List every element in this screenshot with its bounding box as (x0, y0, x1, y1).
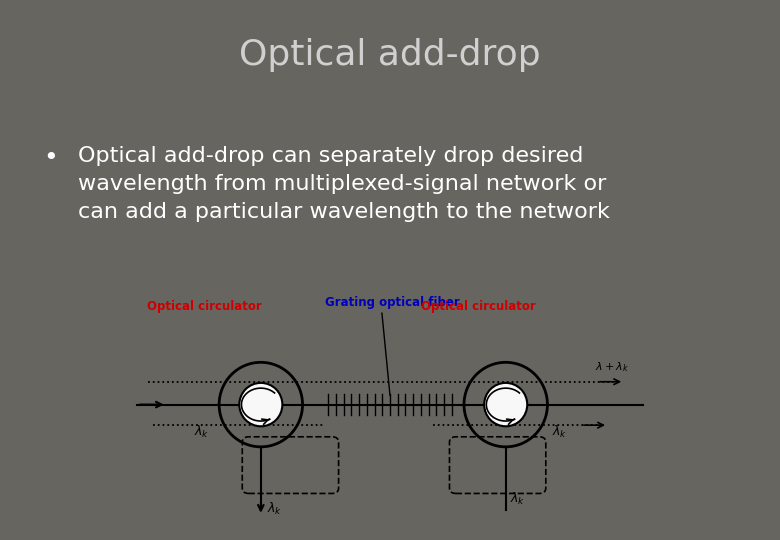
Text: $\lambda_k$: $\lambda_k$ (267, 501, 282, 517)
Text: Grating optical fiber: Grating optical fiber (325, 295, 460, 309)
Text: Optical circulator: Optical circulator (147, 300, 262, 313)
Text: Optical add-drop can separately drop desired
wavelength from multiplexed-signal : Optical add-drop can separately drop des… (78, 146, 610, 222)
Ellipse shape (239, 383, 282, 426)
Text: •: • (43, 146, 58, 170)
Text: Optical circulator: Optical circulator (421, 300, 536, 313)
Text: $\lambda_k$: $\lambda_k$ (552, 424, 567, 440)
Text: Optical add-drop: Optical add-drop (239, 38, 541, 72)
Text: $\lambda+\lambda_k$: $\lambda+\lambda_k$ (595, 360, 629, 374)
Ellipse shape (484, 383, 527, 426)
Text: $\lambda_k$: $\lambda_k$ (510, 491, 525, 508)
Text: $\lambda_k$: $\lambda_k$ (194, 424, 209, 440)
